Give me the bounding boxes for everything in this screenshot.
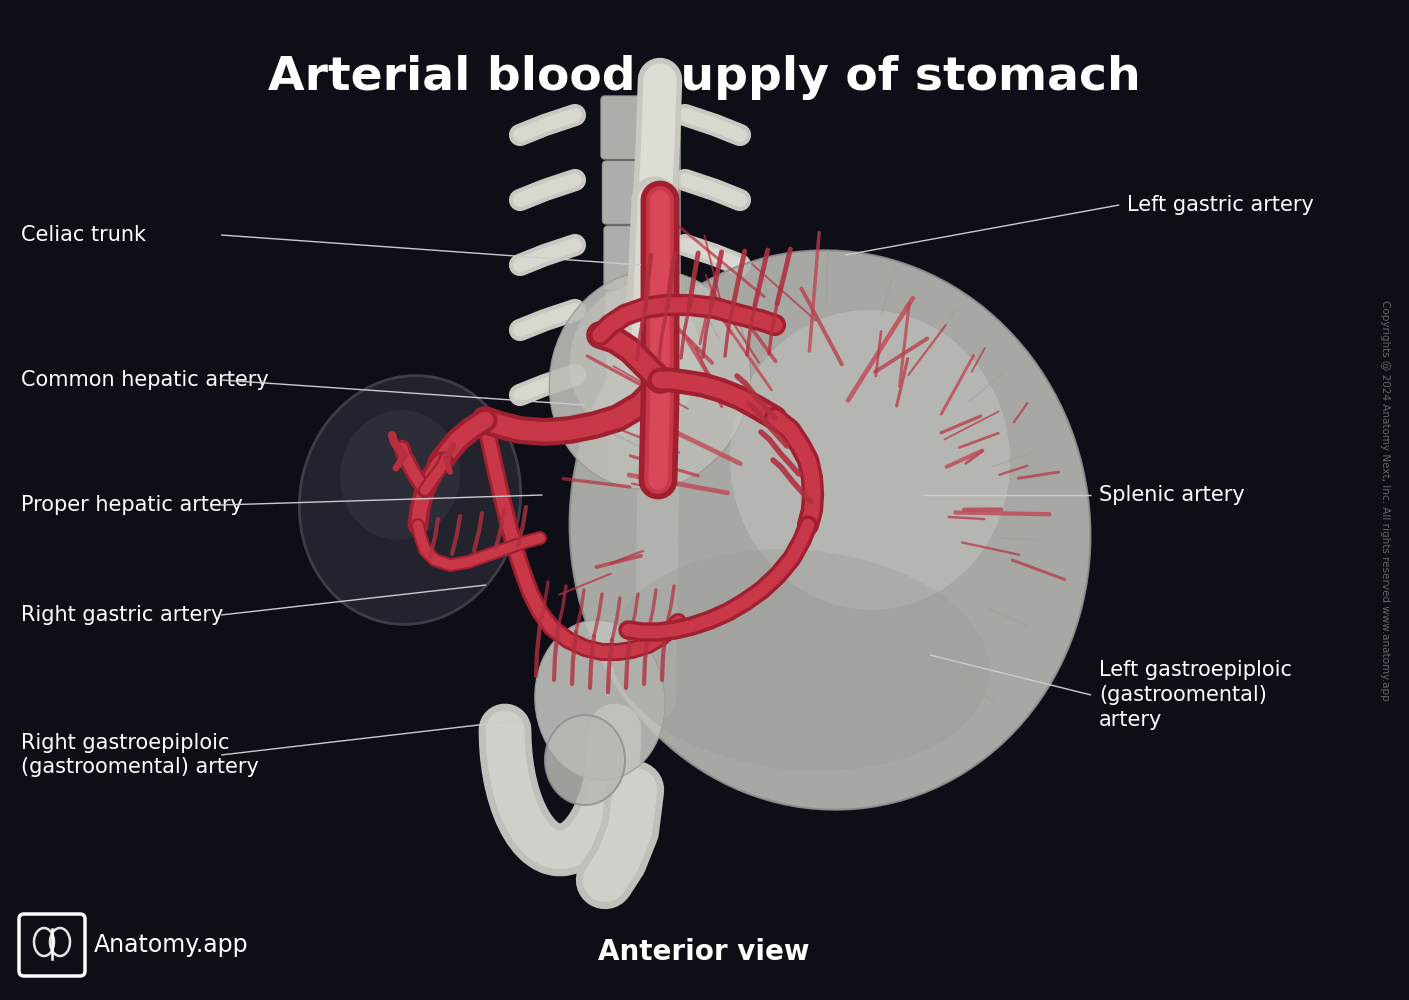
Text: Anterior view: Anterior view [599, 938, 810, 966]
FancyBboxPatch shape [609, 421, 672, 484]
Text: Arterial blood supply of stomach: Arterial blood supply of stomach [268, 55, 1140, 100]
Text: Left gastric artery: Left gastric artery [1127, 195, 1315, 215]
FancyBboxPatch shape [606, 291, 675, 354]
FancyBboxPatch shape [607, 356, 674, 419]
FancyBboxPatch shape [603, 161, 678, 224]
Ellipse shape [545, 715, 626, 805]
Text: Common hepatic artery: Common hepatic artery [21, 370, 269, 390]
Ellipse shape [299, 376, 521, 624]
Text: Splenic artery: Splenic artery [1099, 485, 1244, 505]
Text: Copyrights @ 2024 Anatomy Next, Inc. All rights reserved www.anatomy.app: Copyrights @ 2024 Anatomy Next, Inc. All… [1379, 300, 1391, 700]
Ellipse shape [730, 310, 1010, 610]
Ellipse shape [569, 250, 1091, 810]
FancyBboxPatch shape [604, 226, 676, 289]
Text: Anatomy.app: Anatomy.app [94, 933, 248, 957]
Text: Proper hepatic artery: Proper hepatic artery [21, 495, 242, 515]
Ellipse shape [569, 285, 700, 435]
Ellipse shape [535, 620, 665, 780]
Text: Right gastric artery: Right gastric artery [21, 605, 224, 625]
Text: Right gastroepiploic
(gastroomental) artery: Right gastroepiploic (gastroomental) art… [21, 733, 259, 777]
Ellipse shape [610, 549, 989, 771]
FancyBboxPatch shape [602, 96, 679, 159]
Ellipse shape [550, 271, 751, 489]
Ellipse shape [340, 410, 461, 540]
Text: Left gastroepiploic
(gastroomental)
artery: Left gastroepiploic (gastroomental) arte… [1099, 660, 1292, 730]
Text: Celiac trunk: Celiac trunk [21, 225, 147, 245]
